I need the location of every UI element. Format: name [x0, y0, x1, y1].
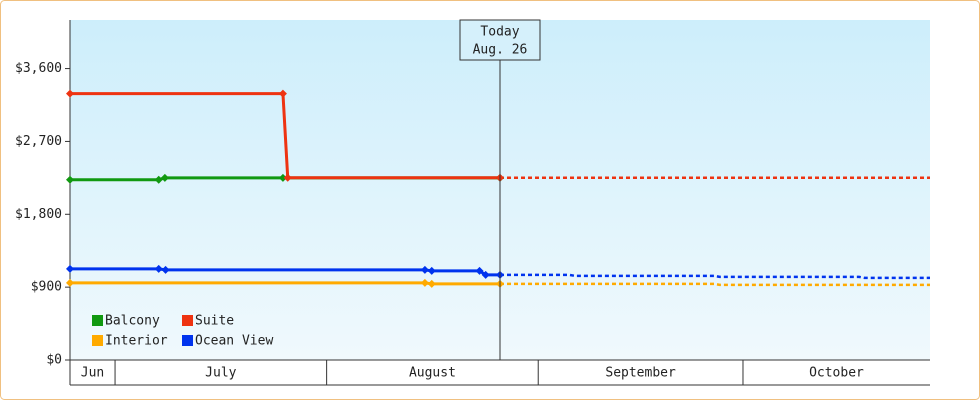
- point-marker: [66, 278, 74, 287]
- point-marker: [160, 173, 169, 182]
- forecast-line: [500, 282, 930, 287]
- forecast-line: [500, 273, 930, 280]
- y-tick-label: $3,600: [15, 61, 62, 76]
- legend-swatch: [92, 335, 103, 346]
- month-label: Jun: [81, 366, 104, 381]
- legend-swatch: [182, 315, 193, 326]
- point-marker: [420, 278, 429, 287]
- legend-swatch: [92, 315, 103, 326]
- legend-label: Balcony: [105, 314, 160, 329]
- point-marker: [427, 279, 436, 288]
- month-label: July: [205, 366, 236, 381]
- point-marker: [427, 266, 436, 275]
- point-marker: [154, 175, 163, 184]
- legend-label: Ocean View: [195, 334, 273, 349]
- month-label: October: [809, 366, 864, 381]
- point-marker: [154, 264, 163, 273]
- point-marker: [283, 173, 292, 182]
- point-marker: [481, 270, 490, 279]
- y-tick-label: $900: [31, 280, 62, 295]
- month-label: September: [605, 366, 676, 381]
- point-marker: [475, 266, 484, 275]
- point-marker: [278, 173, 287, 182]
- legend-label: Interior: [105, 334, 168, 349]
- point-marker: [66, 264, 74, 273]
- point-marker: [278, 89, 287, 98]
- y-tick-label: $1,800: [15, 207, 62, 222]
- month-label: August: [409, 366, 456, 381]
- today-box: [459, 19, 541, 61]
- point-marker: [66, 89, 74, 98]
- legend-label: Suite: [195, 314, 234, 329]
- point-marker: [420, 265, 429, 274]
- legend-swatch: [182, 335, 193, 346]
- today-date: Aug. 26: [473, 43, 528, 58]
- series-line: [70, 92, 500, 180]
- today-label: Today: [480, 25, 519, 40]
- point-marker: [161, 265, 170, 274]
- point-marker: [66, 175, 74, 184]
- y-tick-label: $2,700: [15, 134, 62, 149]
- y-tick-label: $0: [46, 353, 62, 368]
